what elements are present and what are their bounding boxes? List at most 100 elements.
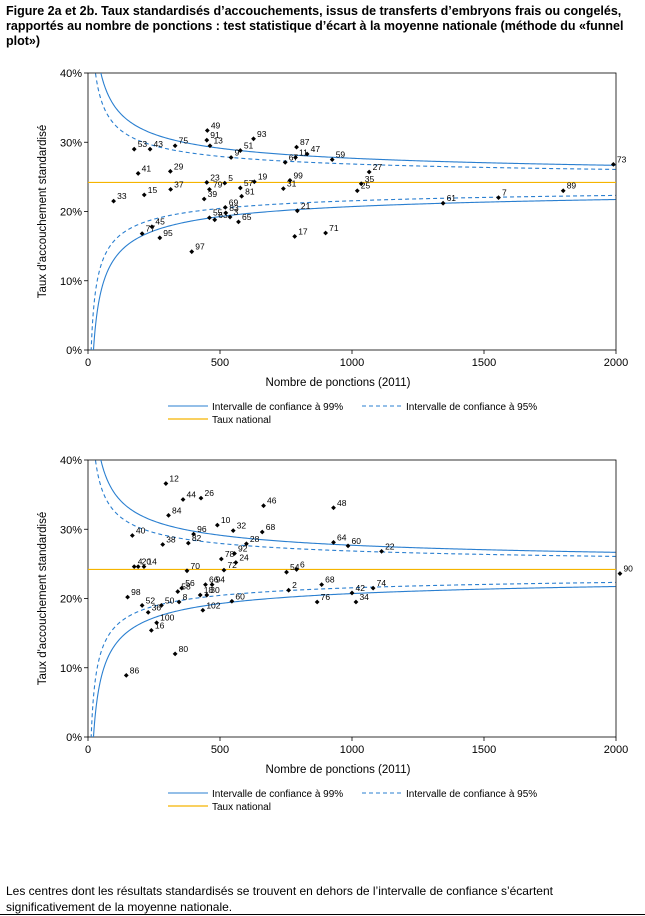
point-marker [168,186,174,192]
data-point: 90 [617,564,633,576]
point-marker [203,582,208,588]
point-label: 39 [208,189,218,199]
data-point: 68 [319,575,335,588]
data-point: 74 [370,578,386,591]
point-marker [221,567,227,573]
data-point: 31 [280,179,297,192]
point-marker [292,234,298,239]
point-label: 41 [142,163,152,173]
point-label: 80 [179,644,189,654]
point-marker [111,198,117,204]
point-label: 9 [235,147,240,157]
point-marker [314,599,320,605]
point-label: 36 [152,602,162,612]
data-point: 61 [440,193,456,206]
data-point: 96 [191,524,207,537]
data-point: 56 [179,578,195,591]
point-marker [207,215,212,221]
data-point: 75 [172,136,189,149]
x-tick-label: 1500 [472,744,496,756]
ci99-upper-curve [100,460,616,553]
point-marker [158,603,164,608]
point-marker [294,144,299,150]
data-point: 100 [154,613,175,626]
data-point: 8 [176,592,188,605]
data-point: 43 [147,139,163,152]
point-marker [198,495,204,501]
data-point: 18 [197,585,213,598]
point-label: 56 [185,578,195,588]
point-label: 33 [117,191,127,201]
data-point: 2 [286,580,297,593]
point-marker [358,181,364,187]
data-point: 34 [353,592,369,605]
point-marker [294,567,299,572]
point-label: 75 [179,136,189,146]
data-point: 9 [228,147,240,160]
y-tick-label: 30% [60,137,82,149]
y-tick-label: 10% [60,276,82,288]
funnel-plot-2b: 0% 10% 20% 30% 40% 0 500 1000 1500 2000 Nombre de … [0,447,645,827]
point-label: 54 [290,562,300,572]
ci99-lower-curve [92,198,616,350]
data-point: 21 [294,201,311,214]
point-label: 65 [242,212,252,222]
point-marker [617,571,623,576]
chart-svg: 0% 10% 20% 30% 40% 0 500 1000 1500 2000 Nombre de … [37,455,633,813]
data-point: 42 [349,583,366,596]
legend-national-label: Taux national [212,415,271,426]
point-label: 52 [146,595,156,605]
point-marker [154,620,160,626]
legend-ci99-label: Intervalle de confiance à 99% [212,789,343,800]
y-tick-label: 40% [60,68,82,80]
data-point: 60 [229,591,245,604]
ci95-upper-curve [94,73,616,170]
point-label: 42 [356,583,366,593]
data-point: 89 [560,181,576,194]
data-point: 26 [198,488,214,501]
point-marker [230,528,236,534]
x-axis-title: Nombre de ponctions (2011) [266,764,411,776]
data-point: 14 [141,557,157,570]
data-point: 60 [345,536,361,549]
point-label: 24 [239,552,249,562]
point-marker [147,146,153,152]
point-marker [209,582,215,588]
x-tick-label: 2000 [604,357,628,369]
data-point: 78 [218,549,235,562]
data-point: 19 [251,172,268,185]
legend-ci99-label: Intervalle de confiance à 99% [212,402,343,413]
point-marker [287,177,293,183]
point-marker [163,481,169,486]
point-marker [227,214,233,220]
data-point: 50 [158,595,175,608]
ci95-lower-curve [90,194,616,350]
data-point: 72 [221,560,237,573]
y-tick-label: 30% [60,524,82,536]
point-label: 57 [244,178,254,188]
data-point: 84 [166,505,182,518]
point-label: 13 [213,136,223,146]
point-marker [237,185,243,191]
point-marker [191,531,196,537]
point-label: 40 [136,525,146,535]
x-tick-label: 0 [85,357,91,369]
y-axis-title: Taux d'accouchement standardisé [37,125,49,299]
point-marker [200,607,206,613]
data-point: 11 [293,147,308,160]
point-label: 30 [210,585,220,595]
point-marker [212,217,218,223]
funnel-plot-2a: 0% 10% 20% 30% 40% 0 500 1000 1500 2000 Nombre de … [0,60,645,440]
point-label: 58 [181,582,191,592]
point-marker [353,599,359,605]
data-point: 16 [148,620,165,633]
point-marker [139,603,145,608]
point-marker [496,195,501,201]
point-marker [207,143,213,149]
point-marker [251,179,257,185]
data-point: 52 [139,595,156,608]
point-label: 95 [163,228,173,238]
data-point: 22 [379,541,395,554]
data-point: 37 [168,179,184,192]
point-marker [129,533,135,538]
